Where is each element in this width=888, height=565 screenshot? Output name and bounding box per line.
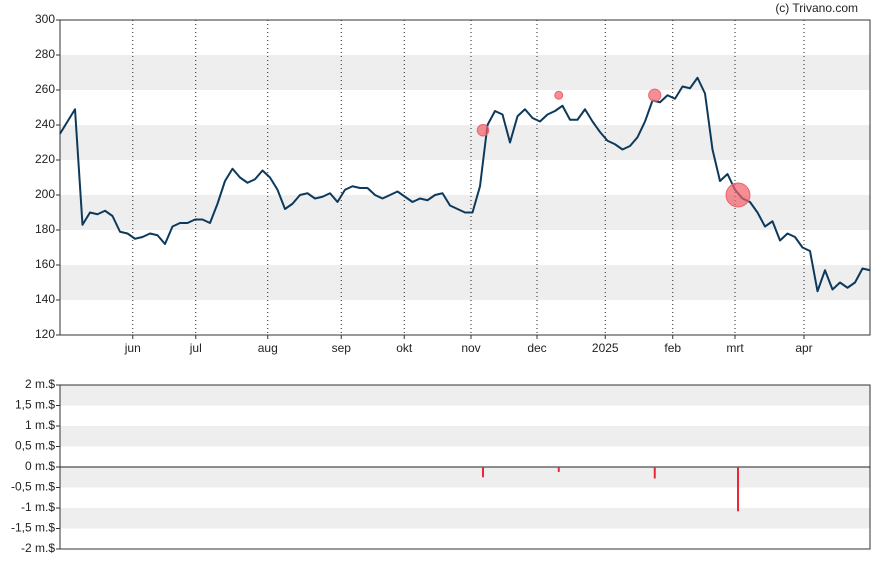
x-tick-label: dec xyxy=(527,341,546,355)
y-tick-label: 0 m.$ xyxy=(25,459,55,473)
x-tick-label: jun xyxy=(124,341,141,355)
grid-band xyxy=(60,265,870,300)
bar xyxy=(482,467,484,478)
y-tick-label: 300 xyxy=(35,12,55,26)
y-tick-label: 140 xyxy=(35,292,55,306)
y-tick-label: 1,5 m.$ xyxy=(15,398,55,412)
credit: (c) Trivano.com xyxy=(775,1,858,15)
y-tick-label: -1,5 m.$ xyxy=(11,521,55,535)
y-tick-label: 280 xyxy=(35,47,55,61)
grid-band xyxy=(60,55,870,90)
event-marker xyxy=(554,90,564,100)
grid-band xyxy=(60,467,870,488)
x-tick-label: feb xyxy=(664,341,681,355)
y-tick-label: 2 m.$ xyxy=(25,377,55,391)
y-tick-label: 220 xyxy=(35,152,55,166)
event-marker xyxy=(725,182,751,208)
x-tick-label: aug xyxy=(258,341,278,355)
y-tick-label: -1 m.$ xyxy=(21,500,55,514)
y-tick-label: 120 xyxy=(35,327,55,341)
bar xyxy=(653,467,656,479)
grid-band xyxy=(60,508,870,529)
x-tick-label: sep xyxy=(332,341,352,355)
price-line xyxy=(59,76,871,293)
y-tick-label: 160 xyxy=(35,257,55,271)
y-tick-label: -0,5 m.$ xyxy=(11,480,55,494)
y-tick-label: 1 m.$ xyxy=(25,418,55,432)
grid-band xyxy=(60,426,870,447)
y-tick-label: 200 xyxy=(35,187,55,201)
event-marker xyxy=(476,124,490,137)
y-tick-label: -2 m.$ xyxy=(21,541,55,555)
plot-frame xyxy=(59,19,871,336)
bar xyxy=(737,467,739,512)
x-tick-label: mrt xyxy=(726,341,744,355)
x-tick-label: apr xyxy=(795,341,812,355)
event-marker xyxy=(648,88,662,102)
x-tick-label: okt xyxy=(396,341,413,355)
bar xyxy=(557,467,560,472)
x-tick-label: 2025 xyxy=(592,341,619,355)
grid-band xyxy=(60,125,870,160)
x-tick-label: jul xyxy=(189,341,202,355)
grid-band xyxy=(60,385,870,406)
y-tick-label: 240 xyxy=(35,117,55,131)
y-tick-label: 180 xyxy=(35,222,55,236)
y-tick-label: 0,5 m.$ xyxy=(15,439,55,453)
y-tick-label: 260 xyxy=(35,82,55,96)
x-tick-label: nov xyxy=(461,341,480,355)
